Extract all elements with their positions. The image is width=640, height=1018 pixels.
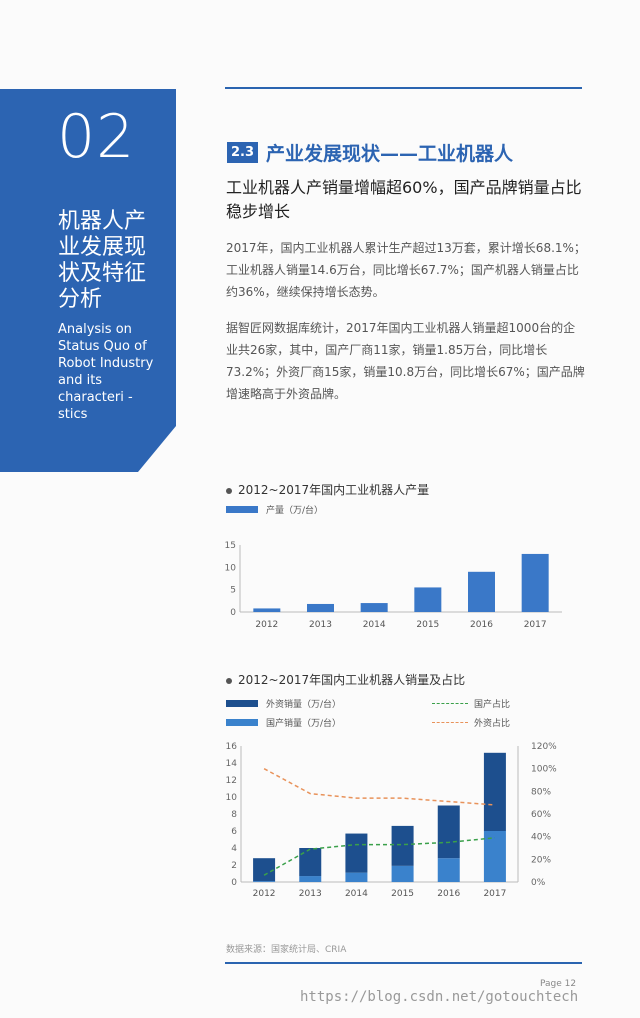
bar-foreign	[391, 825, 414, 866]
chapter-title-en: Analysis on Status Quo of Robot Industry…	[58, 322, 154, 422]
x-tick-label: 2014	[363, 620, 386, 630]
y2-tick-label: 60%	[531, 810, 551, 820]
bar	[360, 603, 388, 612]
section-heading: 2.3 产业发展现状——工业机器人	[227, 139, 513, 166]
bar	[253, 608, 281, 612]
y2-tick-label: 100%	[531, 765, 557, 775]
chart2-title: 2012~2017年国内工业机器人销量及占比	[226, 671, 465, 688]
bar-foreign	[437, 805, 460, 859]
y-tick-label: 2	[231, 861, 237, 871]
bar-foreign	[483, 752, 506, 831]
bar-foreign	[345, 833, 368, 873]
bar	[414, 587, 442, 612]
x-tick-label: 2013	[299, 889, 322, 899]
bullet-icon	[226, 487, 232, 494]
bar	[521, 553, 549, 612]
bar	[307, 603, 334, 612]
x-tick-label: 2017	[483, 889, 506, 899]
legend-foreign-share: 外资占比	[432, 716, 510, 729]
y-tick-label: 15	[225, 541, 236, 551]
page-number: Page 12	[540, 979, 577, 989]
chapter-title-cn: 机器人产业发展现状及特征分析	[58, 209, 147, 312]
legend-foreign-sales: 外资销量（万/台）	[226, 697, 341, 710]
y-tick-label: 6	[231, 827, 237, 837]
y-tick-label: 10	[226, 793, 238, 803]
chapter-sidebar: 02 机器人产业发展现状及特征分析 Analysis on Status Quo…	[0, 89, 176, 472]
x-tick-label: 2017	[524, 620, 547, 630]
paragraph-1: 2017年，国内工业机器人累计生产超过13万套，累计增长68.1%；工业机器人销…	[226, 241, 586, 299]
chart1-legend: 产量（万/台）	[226, 503, 323, 516]
y-tick-label: 8	[231, 810, 237, 820]
x-tick-label: 2013	[309, 620, 332, 630]
legend-domestic-share: 国产占比	[432, 697, 510, 710]
paragraph-2: 据智匠网数据库统计，2017年国内工业机器人销量超1000台的企业共26家，其中…	[226, 321, 585, 401]
data-source: 数据来源：国家统计局、CRIA	[226, 945, 347, 955]
bar-domestic	[299, 876, 322, 882]
x-tick-label: 2014	[345, 889, 368, 899]
bar-domestic	[391, 865, 414, 882]
y-tick-label: 12	[226, 776, 237, 786]
x-tick-label: 2012	[253, 889, 276, 899]
bullet-icon	[226, 677, 232, 684]
bar-domestic	[345, 872, 368, 882]
chart1-title: 2012~2017年国内工业机器人产量	[226, 481, 429, 498]
y2-tick-label: 120%	[531, 742, 557, 752]
bottom-rule	[225, 962, 582, 964]
y-tick-label: 5	[230, 586, 236, 596]
x-tick-label: 2016	[437, 889, 460, 899]
bar-domestic	[253, 881, 276, 882]
y2-tick-label: 40%	[531, 833, 551, 843]
x-tick-label: 2015	[391, 889, 414, 899]
bar-foreign	[299, 848, 322, 877]
y-tick-label: 0	[230, 608, 236, 618]
bar-foreign	[253, 858, 276, 882]
y-tick-label: 4	[231, 844, 237, 854]
section-title: 产业发展现状——工业机器人	[266, 143, 514, 165]
y2-tick-label: 0%	[531, 878, 546, 888]
bar	[468, 571, 495, 612]
y-tick-label: 14	[226, 759, 238, 769]
x-tick-label: 2016	[470, 620, 493, 630]
y-tick-label: 16	[226, 742, 238, 752]
bar-domestic	[437, 858, 460, 882]
x-tick-label: 2015	[416, 620, 439, 630]
top-rule	[225, 87, 582, 89]
watermark: https://blog.csdn.net/gotouchtech	[300, 989, 579, 1005]
subheading: 工业机器人产销量增幅超60%，国产品牌销量占比稳步增长	[226, 178, 582, 221]
line-domestic-share	[263, 837, 495, 876]
line-foreign-share	[263, 768, 495, 806]
x-tick-label: 2012	[255, 620, 278, 630]
section-number: 2.3	[227, 142, 259, 163]
bar-domestic	[483, 831, 506, 882]
legend-domestic-sales: 国产销量（万/台）	[226, 716, 341, 729]
y2-tick-label: 80%	[531, 787, 551, 797]
y-tick-label: 0	[231, 878, 237, 888]
y2-tick-label: 20%	[531, 855, 551, 865]
y-tick-label: 10	[225, 563, 237, 573]
legend-swatch	[226, 506, 258, 513]
chapter-number: 02	[57, 102, 136, 172]
